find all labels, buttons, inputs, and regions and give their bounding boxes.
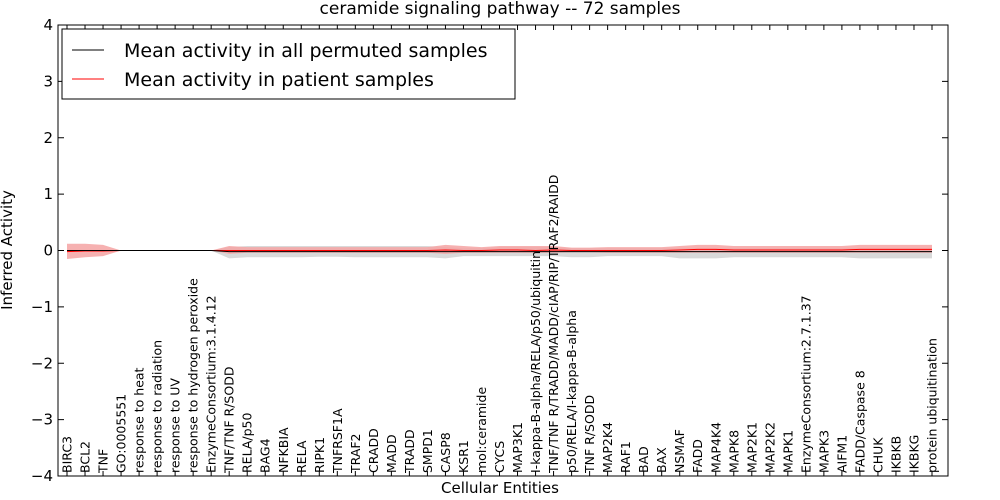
category-label: MAP3K1 — [510, 422, 525, 473]
category-label: FADD/Caspase 8 — [852, 370, 867, 473]
category-label: FADD — [690, 439, 705, 473]
category-label: p50/RELA/I-kappa-B-alpha — [564, 310, 579, 473]
category-label: response to hydrogen peroxide — [186, 278, 201, 473]
category-label: AIFM1 — [834, 435, 849, 473]
y-tick-label: −2 — [31, 354, 53, 372]
category-label: EnzymeConsortium:2.7.1.37 — [798, 295, 813, 473]
y-tick-label: 3 — [43, 72, 53, 90]
category-label: MADD — [384, 434, 399, 473]
legend: Mean activity in all permuted samples Me… — [61, 28, 516, 100]
category-label: TNF/TNF R/SODD — [222, 367, 237, 474]
category-label: BAG4 — [258, 438, 273, 473]
y-axis-title: Inferred Activity — [0, 190, 16, 310]
y-tick-label: 0 — [43, 242, 53, 260]
category-label: MAP4K4 — [708, 422, 723, 473]
category-label: RAF1 — [618, 441, 633, 473]
y-tick-label: −4 — [31, 467, 53, 485]
category-label: response to heat — [132, 367, 147, 473]
category-label: CHUK — [870, 437, 885, 473]
y-tick-label: −1 — [31, 298, 53, 316]
category-label: TRADD — [402, 429, 417, 474]
category-label: TNFRSF1A — [330, 408, 345, 474]
category-label: response to radiation — [150, 340, 165, 473]
category-label: MAP2K1 — [744, 422, 759, 473]
category-label: MAP2K2 — [762, 422, 777, 473]
category-label: EnzymeConsortium:3.1.4.12 — [204, 295, 219, 473]
category-labels: BIRC3 BCL2 TNF GO:0005551 response to heat re… — [60, 175, 940, 474]
category-label: IKBKB — [888, 436, 903, 473]
chart-title: ceramide signaling pathway -- 72 samples — [320, 0, 681, 19]
category-label: TNF R/SODD — [582, 395, 597, 474]
y-axis: −4 −3 −2 −1 0 1 2 3 4 — [31, 16, 948, 485]
category-label: CASP8 — [438, 432, 453, 473]
y-tick-label: 1 — [43, 185, 53, 203]
legend-label-permuted: Mean activity in all permuted samples — [124, 40, 487, 62]
category-label: KSR1 — [456, 440, 471, 473]
x-axis-title: Cellular Entities — [441, 479, 559, 497]
category-label: NFKBIA — [276, 427, 291, 473]
category-label: TNF/TNF R/TRADD/MADD/cIAP/RIP/TRAF2/RAID… — [546, 175, 561, 474]
y-tick-label: 2 — [43, 129, 53, 147]
category-label: MAPK1 — [780, 430, 795, 473]
category-label: RELA — [294, 440, 309, 473]
category-label: BAX — [654, 447, 669, 473]
category-label: I-kappa-B-alpha/RELA/p50/ubiquitin — [528, 251, 543, 473]
legend-box — [61, 28, 516, 100]
category-label: NSMAF — [672, 429, 687, 473]
category-label: TRAF2 — [348, 433, 363, 474]
category-label: BCL2 — [78, 441, 93, 473]
series-lines — [66, 248, 932, 253]
category-label: BAD — [636, 446, 651, 473]
category-label: GO:0005551 — [114, 394, 129, 473]
category-label: BIRC3 — [60, 436, 75, 473]
x-axis — [66, 25, 933, 476]
category-label: SMPD1 — [420, 429, 435, 473]
y-tick-label: 4 — [43, 16, 53, 34]
category-label: mol:ceramide — [474, 387, 489, 473]
category-label: IKBKG — [906, 435, 921, 473]
legend-label-patient: Mean activity in patient samples — [124, 69, 434, 91]
y-tick-label: −3 — [31, 411, 53, 429]
category-label: protein ubiquitination — [925, 338, 940, 473]
series-line-permuted — [67, 250, 932, 253]
category-label: RIPK1 — [312, 437, 327, 473]
category-label: RELA/p50 — [240, 413, 255, 473]
category-label: MAPK3 — [816, 430, 831, 473]
category-label: MAP2K4 — [600, 422, 615, 473]
category-label: MAPK8 — [726, 430, 741, 473]
category-label: CRADD — [366, 428, 381, 473]
category-label: TNF — [96, 449, 111, 474]
category-label: CYCS — [492, 441, 507, 473]
category-label: response to UV — [168, 378, 183, 473]
